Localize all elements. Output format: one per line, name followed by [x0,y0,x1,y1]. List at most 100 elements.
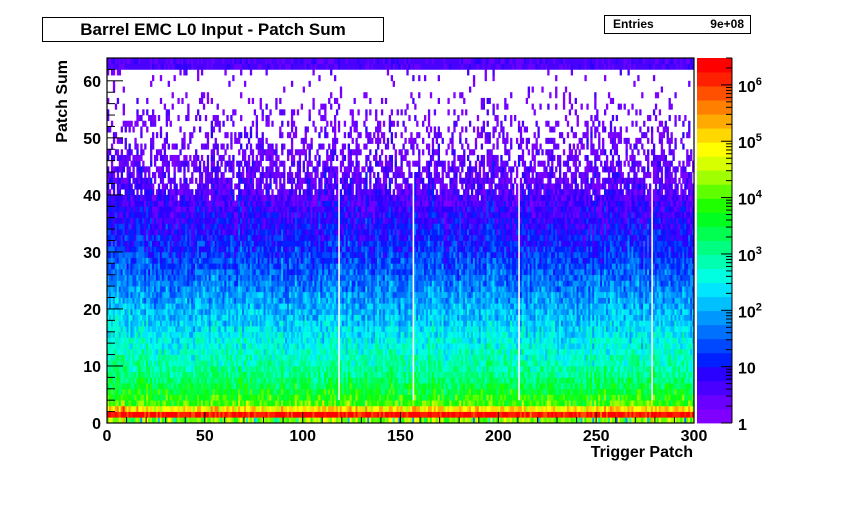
heatmap-cell [134,143,137,150]
heatmap-cell [136,194,139,201]
heatmap-cell [118,383,122,390]
heatmap-cell [118,251,122,258]
heatmap-cell [275,143,278,150]
heatmap-cell [165,166,169,173]
heatmap-cell [161,177,165,184]
heatmap-cell [181,417,184,424]
heatmap-cell [187,337,190,344]
heatmap-cell [173,417,176,424]
heatmap-cell [165,206,169,213]
heatmap-cell [118,377,122,384]
heatmap-cell [155,269,159,276]
heatmap-cell [163,154,167,161]
heatmap-cell [167,240,170,247]
heatmap-cell [136,109,139,116]
heatmap-cell [167,411,170,418]
heatmap-cell [128,354,131,361]
heatmap-cell [212,149,215,156]
heatmap-cell [122,177,125,184]
heatmap-cell [146,223,149,230]
heatmap-cell [132,200,135,207]
heatmap-cell [126,257,129,264]
heatmap-cell [122,405,125,412]
heatmap-cell [130,337,133,344]
heatmap-cell [110,206,114,213]
heatmap-cell [148,251,151,258]
heatmap-cell [185,297,188,304]
heatmap-cell [144,257,147,264]
heatmap-cell [155,217,159,224]
heatmap-cell [177,383,180,390]
heatmap-cell [183,394,186,401]
heatmap-cell [136,314,139,321]
heatmap-cell [153,360,157,367]
heatmap-cell [175,263,178,270]
heatmap-cell [128,223,131,230]
heatmap-cell [146,58,149,65]
heatmap-cell [171,194,174,201]
heatmap-cell [238,166,241,173]
heatmap-cell [152,217,155,224]
heatmap-cell [177,217,180,224]
heatmap-cell [185,280,188,287]
heatmap-cell [198,348,202,355]
heatmap-cell [114,308,118,315]
heatmap-cell [165,314,169,321]
heatmap-cell [112,166,116,173]
heatmap-cell [108,348,112,355]
heatmap-cell [181,371,184,378]
heatmap-cell [130,365,133,373]
heatmap-cell [173,251,176,258]
heatmap-cell [146,257,149,264]
heatmap-cell [144,172,147,179]
heatmap-cell [206,166,210,173]
heatmap-cell [161,251,165,258]
heatmap-cell [173,160,176,167]
heatmap-cell [175,371,178,378]
heatmap-cell [140,206,143,213]
heatmap-cell [138,229,141,236]
heatmap-cell [152,58,155,65]
heatmap-cell [122,417,125,424]
heatmap-cell [191,246,194,253]
heatmap-cell [163,217,167,224]
heatmap-cell [159,314,163,321]
heatmap-cell [126,314,129,321]
heatmap-cell [232,160,235,167]
heatmap-cell [200,303,204,310]
heatmap-cell [265,177,268,184]
heatmap-cell [152,405,155,412]
heatmap-cell [108,189,112,196]
heatmap-cell [200,291,204,298]
heatmap-cell [181,143,184,150]
heatmap-cell [118,308,122,315]
heatmap-cell [130,320,133,327]
heatmap-cell [126,411,129,418]
heatmap-cell [138,331,141,338]
heatmap-cell [126,189,129,196]
heatmap-cell [116,229,120,236]
heatmap-cell [296,109,300,116]
heatmap-cell [175,240,178,247]
heatmap-cell [159,308,163,315]
heatmap-cell [197,286,200,293]
heatmap-cell [200,286,204,293]
heatmap-cell [198,200,202,207]
heatmap-cell [114,400,118,407]
heatmap-cell [197,223,200,230]
heatmap-cell [118,63,122,70]
heatmap-cell [153,291,157,298]
heatmap-cell [167,354,170,361]
heatmap-cell [195,200,198,207]
heatmap-cell [167,377,170,384]
heatmap-cell [169,308,172,315]
heatmap-cell [124,348,127,355]
heatmap-cell [189,251,192,258]
heatmap-cell [185,63,188,70]
heatmap-cell [171,303,174,310]
heatmap-cell [114,217,118,224]
heatmap-cell [189,326,192,333]
heatmap-cell [157,149,161,156]
heatmap-cell [195,297,198,304]
heatmap-cell [157,337,161,344]
